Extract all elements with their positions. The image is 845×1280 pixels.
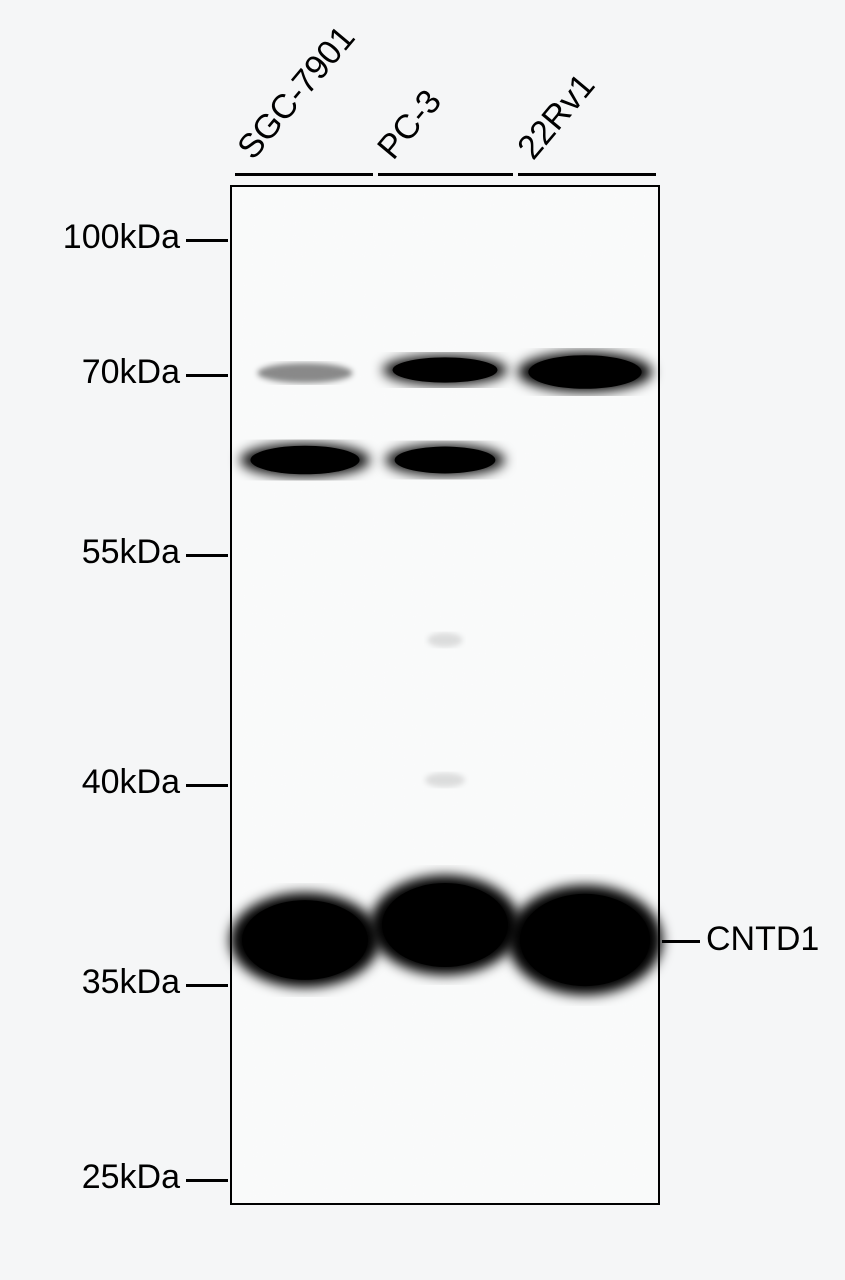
mw-label: 25kDa	[82, 1158, 180, 1197]
lane-underline	[235, 173, 373, 176]
lane-underline	[378, 173, 513, 176]
lane-underline	[518, 173, 656, 176]
target-label: CNTD1	[706, 920, 819, 959]
mw-label: 55kDa	[82, 533, 180, 572]
mw-label: 70kDa	[82, 353, 180, 392]
blot-border	[230, 185, 660, 1205]
mw-tick	[186, 239, 228, 242]
mw-label: 40kDa	[82, 763, 180, 802]
mw-label: 100kDa	[63, 218, 180, 257]
mw-tick	[186, 554, 228, 557]
mw-tick	[186, 374, 228, 377]
mw-tick	[186, 784, 228, 787]
mw-tick	[186, 1179, 228, 1182]
target-tick	[662, 940, 700, 943]
mw-label: 35kDa	[82, 963, 180, 1002]
mw-tick	[186, 984, 228, 987]
figure-canvas: 100kDa70kDa55kDa40kDa35kDa25kDa SGC-7901…	[0, 0, 845, 1280]
